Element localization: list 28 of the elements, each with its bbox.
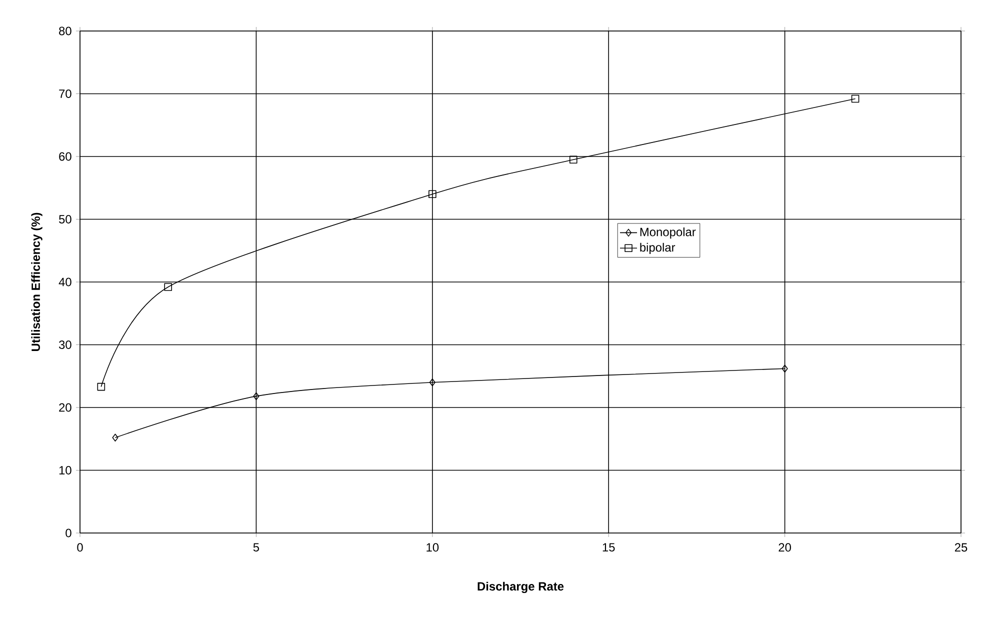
y-tick-label: 0	[66, 528, 72, 538]
y-axis-title: Utilisation Efficiency (%)	[31, 212, 42, 352]
point	[851, 94, 860, 103]
y-tick-label: 80	[59, 26, 72, 36]
x-axis-title: Discharge Rate	[478, 582, 564, 594]
point	[428, 190, 436, 198]
point	[112, 434, 118, 442]
y-tick-label: 40	[58, 278, 72, 286]
x-tick-label: 10	[426, 543, 439, 552]
point	[97, 382, 106, 391]
legend-label: Monopolar	[640, 227, 696, 239]
point	[782, 364, 788, 372]
point	[569, 156, 578, 164]
x-tick-label: 25	[954, 543, 968, 552]
x-tick-label: 20	[778, 543, 791, 552]
point	[429, 378, 436, 386]
legend-label: bipolar	[640, 242, 676, 254]
y-tick-label: 10	[59, 466, 72, 474]
x-tick-label: 0	[77, 543, 83, 552]
y-tick-label: 50	[59, 215, 72, 224]
y-tick-label: 20	[59, 403, 72, 412]
x-tick-label: 15	[602, 543, 615, 552]
y-tick-label: 60	[59, 152, 72, 161]
y-tick-label: 30	[58, 340, 72, 349]
point	[253, 392, 260, 400]
x-tick-label: 5	[253, 543, 260, 552]
point	[164, 283, 172, 291]
y-tick-label: 70	[59, 90, 72, 98]
